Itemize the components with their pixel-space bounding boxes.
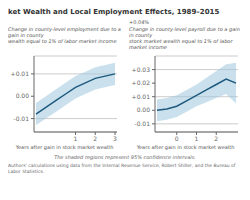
svg-text:3: 3: [113, 135, 117, 142]
html-text:wealth equal to 1% of labor ma: wealth equal to 1% of labor market incom…: [8, 38, 117, 44]
svg-text:+0.03: +0.03: [132, 66, 151, 73]
svg-text:+0.01: +0.01: [132, 93, 151, 100]
svg-text:2: 2: [214, 135, 218, 142]
svg-text:1: 1: [195, 135, 199, 142]
svg-text:0.00: 0.00: [137, 106, 151, 113]
svg-text:+0.02: +0.02: [132, 79, 151, 86]
svg-text:+0.01: +0.01: [11, 70, 30, 77]
svg-text:1: 1: [74, 135, 78, 142]
svg-text:-0.01: -0.01: [134, 120, 150, 127]
html-text:Change in county-level payroll: Change in county-level payroll due to a …: [129, 26, 240, 38]
html-text:Years after gain in stock mark: Years after gain in stock market wealth: [136, 144, 235, 150]
html-text:The shaded regions represent 9: The shaded regions represent 95% confide…: [54, 154, 196, 160]
html-text:stock market wealth equal to 1: stock market wealth equal to 1% of labor…: [129, 38, 233, 50]
html-text:Authors' calculations using da: Authors' calculations using data from th…: [8, 163, 236, 174]
html-text:Change in county-level employm: Change in county-level employment due to…: [8, 26, 121, 38]
svg-text:-0.01: -0.01: [13, 115, 29, 122]
html-text:Years after gain in stock mark: Years after gain in stock market wealth: [15, 144, 114, 150]
svg-text:0: 0: [175, 135, 179, 142]
html-text:+0.04%: +0.04%: [129, 19, 150, 25]
svg-text:0.00: 0.00: [16, 92, 30, 99]
svg-text:2: 2: [93, 135, 97, 142]
html-text:ket Wealth and Local Employmen: ket Wealth and Local Employment Effects,…: [8, 8, 220, 16]
